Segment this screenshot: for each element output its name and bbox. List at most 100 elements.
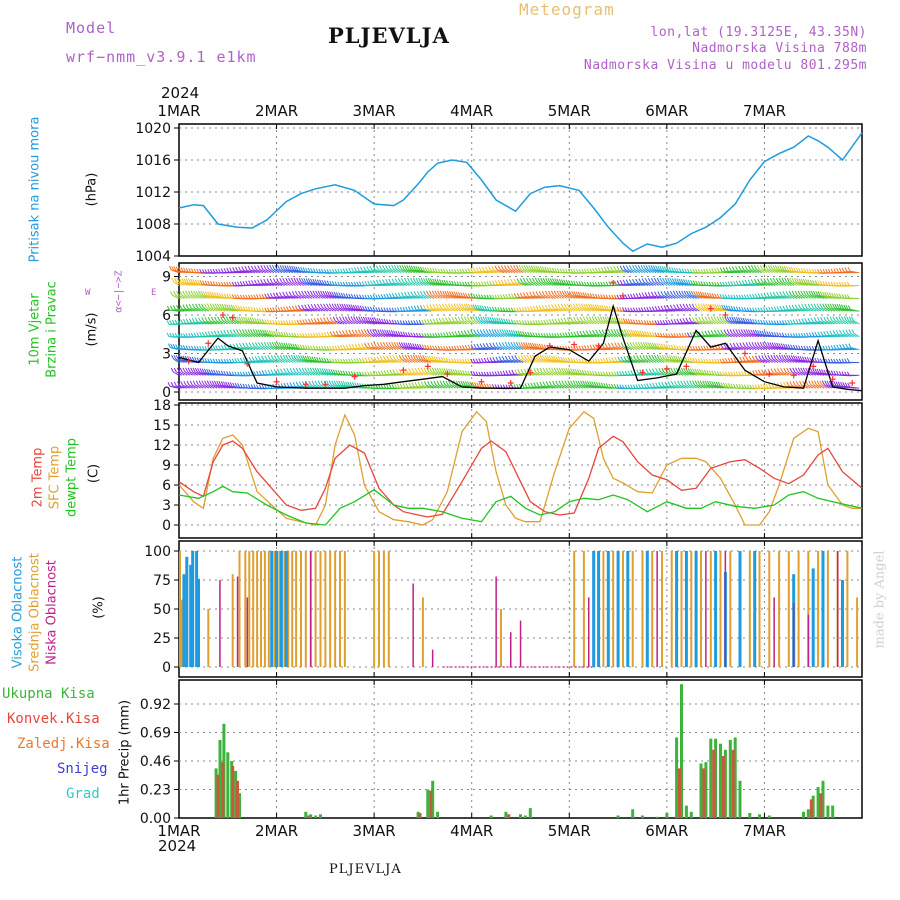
wind-barb: [696, 384, 703, 389]
wind-barb-flag: [757, 278, 761, 284]
wind-barb-flag: [761, 330, 765, 336]
wind-barb-flag: [508, 329, 512, 335]
wind-barb: [609, 320, 616, 325]
wind-barb-flag: [194, 317, 198, 323]
wind-barb: [360, 320, 367, 325]
wind-barb-flag: [254, 342, 258, 347]
wind-barb-flag: [784, 277, 788, 283]
wind-barb-flag: [770, 354, 774, 360]
wind-barb-flag: [654, 342, 657, 348]
wind-barb-flag: [502, 294, 506, 299]
wind-barb: [197, 384, 204, 389]
wind-barb-flag: [443, 368, 447, 373]
wind-barb-flag: [364, 281, 368, 286]
wind-barb: [678, 282, 686, 286]
wind-barb-flag: [340, 281, 343, 287]
wind-barb-flag: [616, 371, 620, 376]
wind-barb: [691, 384, 697, 389]
wind-barb-flag: [566, 290, 570, 296]
wind-barb: [687, 307, 695, 312]
wind-barb-flag: [516, 307, 520, 312]
wind-barb-flag: [182, 345, 186, 350]
wind-barb: [265, 345, 272, 351]
wind-barb-flag: [323, 331, 327, 337]
wind-barb-flag: [779, 305, 783, 311]
wind-barb: [388, 333, 396, 338]
wind-barb-flag: [239, 281, 243, 286]
wind-barb: [700, 335, 711, 338]
wind-barb-flag: [733, 306, 737, 311]
wind-barb: [403, 346, 410, 351]
wind-barb: [199, 371, 207, 376]
wind-barb: [684, 321, 695, 325]
pressure-ytick-label: 1016: [135, 153, 171, 169]
wind-barb: [647, 281, 654, 286]
wind-barb: [394, 358, 402, 363]
wind-barb-flag: [236, 329, 239, 334]
wind-barb-flag: [638, 319, 642, 325]
wind-barb: [400, 358, 407, 363]
wind-barb-flag: [812, 290, 816, 296]
wind-barb: [761, 268, 768, 274]
wind-barb: [666, 385, 676, 389]
wind-barb-flag: [218, 268, 221, 274]
wind-barb-flag: [508, 293, 512, 299]
wind-barb: [513, 373, 524, 376]
wind-barb-flag: [393, 264, 397, 270]
wind-barb: [268, 333, 277, 338]
wind-barb-flag: [806, 332, 810, 338]
wind-barb-flag: [180, 381, 184, 386]
wind-barb-flag: [190, 290, 194, 296]
wind-barb-flag: [792, 355, 796, 360]
wind-barb-flag: [225, 381, 229, 387]
wind-barb-flag: [543, 333, 547, 338]
wind-barb: [173, 371, 180, 376]
wind-barb-flag: [238, 266, 242, 272]
wind-barb-flag: [594, 358, 598, 364]
wind-barb: [400, 296, 410, 299]
wind-barb-flag: [573, 280, 577, 286]
wind-barb-flag: [181, 278, 185, 283]
wind-barb-flag: [204, 303, 207, 308]
wind-barb-flag: [194, 279, 198, 284]
wind-barb: [780, 346, 789, 351]
wind-barb-flag: [749, 318, 753, 324]
wind-barb-flag: [295, 354, 299, 360]
wind-barb: [254, 346, 261, 351]
wind-barb: [553, 371, 559, 376]
wind-barb: [429, 384, 437, 389]
wind-barb-flag: [709, 292, 713, 298]
wind-barb: [632, 359, 640, 363]
wind-barb-flag: [606, 266, 610, 271]
wind-barb: [577, 295, 586, 299]
wind-barb-flag: [272, 319, 276, 325]
wind-barb-flag: [238, 316, 242, 322]
wind-barb-flag: [585, 330, 589, 335]
wind-barb: [539, 358, 546, 363]
wind-barb: [520, 268, 527, 274]
wind-barb: [537, 269, 546, 274]
wind-barb-flag: [572, 380, 576, 385]
wind-barb-flag: [420, 277, 424, 283]
wind-barb-flag: [398, 342, 402, 347]
temp-ytick-label: 0: [162, 518, 171, 534]
wind-barb-flag: [744, 265, 748, 270]
wind-barb: [802, 371, 809, 376]
wind-barb: [657, 386, 667, 389]
wind-barb: [503, 345, 510, 351]
wind-barb-flag: [282, 265, 285, 270]
wind-barb: [580, 307, 586, 312]
wind-barb-flag: [508, 307, 512, 312]
wind-barb: [474, 320, 481, 325]
wind-barb-flag: [708, 358, 712, 364]
wind-barb-flag: [380, 370, 384, 376]
wind-barb: [734, 332, 741, 338]
wind-barb-flag: [193, 345, 197, 351]
wind-barb-flag: [616, 306, 620, 312]
wind-barb: [369, 346, 378, 351]
wind-barb-flag: [716, 267, 720, 273]
wind-barb-flag: [568, 280, 571, 285]
wind-barb-flag: [329, 316, 333, 322]
wind-barb-flag: [204, 345, 208, 351]
wind-barb-flag: [604, 316, 608, 321]
